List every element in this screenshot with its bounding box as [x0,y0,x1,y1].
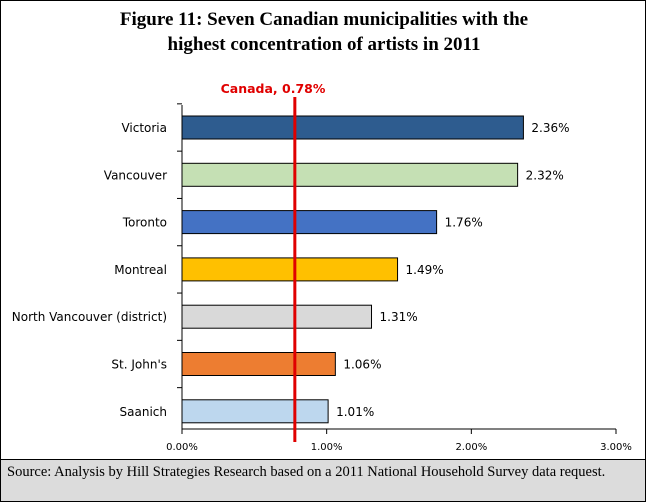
category-label: Montreal [114,263,167,277]
data-label: 1.06% [343,358,381,372]
category-label: St. John's [111,358,167,372]
reference-line-label: Canada, 0.78% [221,81,326,96]
bar [181,210,438,235]
data-label: 1.31% [380,310,418,324]
category-label: Saanich [120,405,167,419]
chart-title-line-2: highest concentration of artists in 2011 [167,34,481,55]
category-label: Toronto [122,216,167,230]
x-tick-label: 3.00% [600,442,632,453]
data-label: 1.76% [445,216,483,230]
bar [181,352,336,376]
bar [181,257,399,282]
source-note: Source: Analysis by Hill Strategies Rese… [1,459,645,501]
x-tick-label: 2.00% [455,442,487,453]
reference-line-layer: Canada, 0.78% [221,81,326,442]
data-label: 2.32% [526,168,564,182]
category-label: North Vancouver (district) [12,310,167,324]
chart-title-line-1: Figure 11: Seven Canadian municipalities… [119,9,529,30]
category-label: Victoria [121,121,167,135]
data-label: 1.01% [336,405,374,419]
x-tick-label: 1.00% [311,442,343,453]
bar-chart: 2.36% 2.32% 1.76% 1.49% 1.31% 1.06% 1.01% Vict… [12,81,632,453]
data-label: 1.49% [406,263,444,277]
bars-layer: 2.36% 2.32% 1.76% 1.49% 1.31% 1.06% 1.01% [181,115,570,424]
x-tick-label: 0.00% [166,442,198,453]
data-label: 2.36% [531,121,569,135]
bar [181,115,524,140]
bar [181,304,373,329]
bar [181,399,329,424]
chart-title: Figure 11: Seven Canadian municipalities… [1,7,645,57]
bar [181,162,519,187]
category-label: Vancouver [104,168,167,182]
x-axis: Victoria Vancouver Toronto Montreal North Va… [12,103,632,453]
